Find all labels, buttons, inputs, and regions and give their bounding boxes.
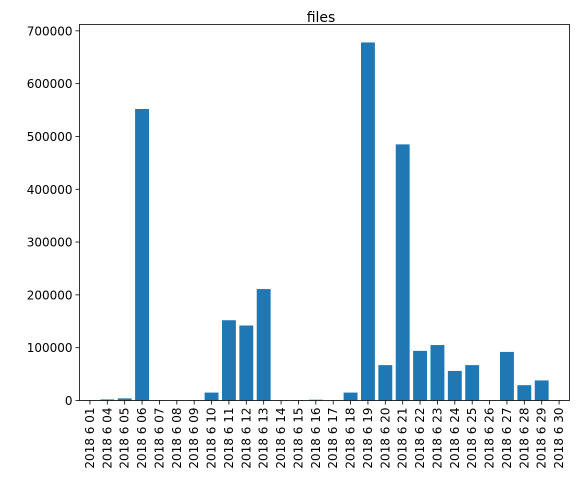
x-tick-label: 2018 6 08 <box>170 408 184 469</box>
y-tick-label: 300000 <box>27 236 73 250</box>
x-tick-label: 2018 6 15 <box>291 408 305 469</box>
x-tick-label: 2018 6 20 <box>378 408 392 469</box>
x-tick-label: 2018 6 01 <box>83 408 97 469</box>
bar-2018-6-19 <box>361 42 375 400</box>
y-tick-label: 400000 <box>27 183 73 197</box>
x-tick-label: 2018 6 12 <box>239 408 253 469</box>
x-tick-label: 2018 6 06 <box>135 408 149 469</box>
x-tick-label: 2018 6 24 <box>448 408 462 469</box>
x-tick-label: 2018 6 26 <box>483 408 497 469</box>
x-tick-label: 2018 6 18 <box>344 408 358 469</box>
x-tick-label: 2018 6 04 <box>100 408 114 469</box>
x-tick-label: 2018 6 30 <box>552 408 566 469</box>
x-tick-label: 2018 6 19 <box>361 408 375 469</box>
x-tick-label: 2018 6 27 <box>500 407 514 468</box>
bars-layer <box>83 42 566 400</box>
x-tick-label: 2018 6 05 <box>118 408 132 469</box>
y-tick-label: 500000 <box>27 130 73 144</box>
x-tick-label: 2018 6 22 <box>413 408 427 469</box>
y-axis: 0 100000 200000 300000 400000 500000 600000 700… <box>27 24 80 408</box>
bar-2018-6-23 <box>430 345 444 400</box>
x-tick-label: 2018 6 17 <box>326 408 340 469</box>
x-tick-label: 2018 6 07 <box>152 408 166 469</box>
x-tick-label: 2018 6 29 <box>535 408 549 469</box>
bar-2018-6-27 <box>500 352 514 401</box>
x-tick-label: 2018 6 14 <box>274 408 288 469</box>
y-tick-label: 600000 <box>27 77 73 91</box>
bar-2018-6-21 <box>396 144 410 400</box>
x-tick-label: 2018 6 11 <box>222 408 236 469</box>
x-tick-label: 2018 6 21 <box>396 408 410 469</box>
bar-2018-6-24 <box>448 371 462 401</box>
x-tick-label: 2018 6 16 <box>309 408 323 469</box>
y-tick-label: 700000 <box>27 24 73 38</box>
x-tick-label: 2018 6 09 <box>187 408 201 469</box>
bar-2018-6-18 <box>344 393 358 401</box>
bar-2018-6-25 <box>465 365 479 400</box>
bar-2018-6-10 <box>205 393 219 401</box>
x-tick-label: 2018 6 23 <box>430 408 444 469</box>
bar-2018-6-20 <box>378 365 392 400</box>
y-tick-label: 200000 <box>27 288 73 302</box>
bar-2018-6-06 <box>135 109 149 401</box>
x-tick-label: 2018 6 28 <box>517 408 531 469</box>
x-tick-label: 2018 6 10 <box>205 408 219 469</box>
bar-2018-6-11 <box>222 320 236 400</box>
bar-2018-6-28 <box>517 385 531 400</box>
chart-title: files <box>307 10 336 26</box>
y-tick-label: 100000 <box>27 341 73 355</box>
bar-2018-6-22 <box>413 351 427 401</box>
x-tick-label: 2018 6 13 <box>257 408 271 469</box>
bar-2018-6-29 <box>535 380 549 400</box>
x-tick-label: 2018 6 25 <box>465 408 479 469</box>
bar-2018-6-12 <box>239 326 253 401</box>
y-tick-label: 0 <box>65 394 73 408</box>
plot-frame <box>80 25 570 401</box>
bar-2018-6-13 <box>257 289 271 400</box>
